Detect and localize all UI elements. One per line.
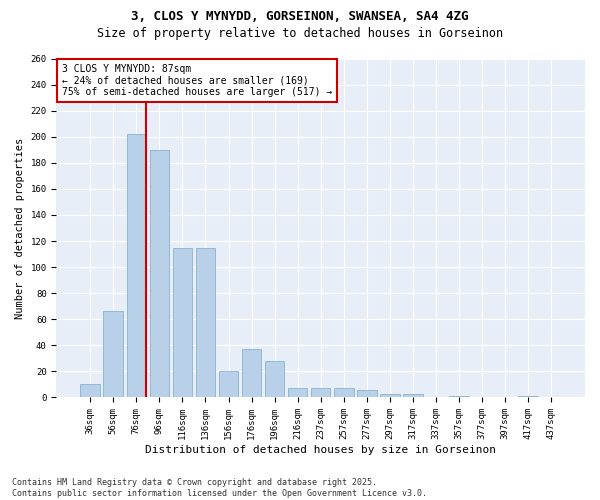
Bar xyxy=(173,248,192,398)
Bar xyxy=(334,388,353,398)
Bar xyxy=(403,394,422,398)
Text: 3 CLOS Y MYNYDD: 87sqm
← 24% of detached houses are smaller (169)
75% of semi-de: 3 CLOS Y MYNYDD: 87sqm ← 24% of detached… xyxy=(62,64,332,97)
Bar xyxy=(288,388,307,398)
Bar xyxy=(380,394,400,398)
Bar xyxy=(103,312,123,398)
Bar xyxy=(219,372,238,398)
Bar xyxy=(357,390,377,398)
Bar xyxy=(311,388,331,398)
Bar xyxy=(149,150,169,398)
X-axis label: Distribution of detached houses by size in Gorseinon: Distribution of detached houses by size … xyxy=(145,445,496,455)
Bar xyxy=(196,248,215,398)
Text: Size of property relative to detached houses in Gorseinon: Size of property relative to detached ho… xyxy=(97,28,503,40)
Bar xyxy=(242,349,262,398)
Text: 3, CLOS Y MYNYDD, GORSEINON, SWANSEA, SA4 4ZG: 3, CLOS Y MYNYDD, GORSEINON, SWANSEA, SA… xyxy=(131,10,469,23)
Y-axis label: Number of detached properties: Number of detached properties xyxy=(15,138,25,318)
Bar xyxy=(449,396,469,398)
Bar xyxy=(518,396,538,398)
Bar xyxy=(127,134,146,398)
Bar xyxy=(80,384,100,398)
Text: Contains HM Land Registry data © Crown copyright and database right 2025.
Contai: Contains HM Land Registry data © Crown c… xyxy=(12,478,427,498)
Bar xyxy=(265,361,284,398)
